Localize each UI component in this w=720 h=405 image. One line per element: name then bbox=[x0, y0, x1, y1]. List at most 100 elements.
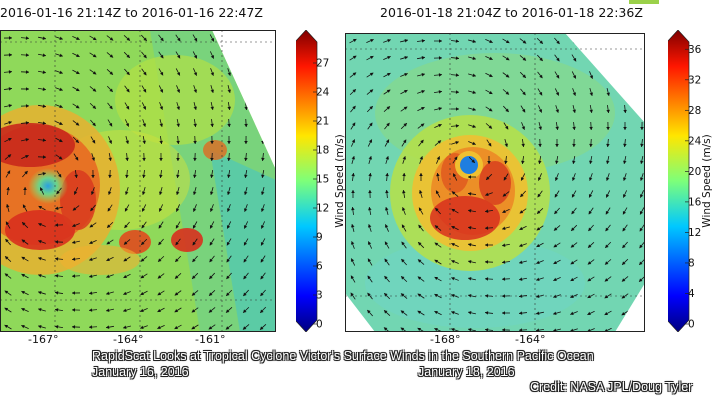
wind-arrow bbox=[89, 52, 97, 58]
wind-arrow bbox=[587, 241, 595, 249]
wind-arrow bbox=[159, 152, 163, 162]
wind-arrow bbox=[4, 324, 12, 330]
wind-arrow bbox=[553, 242, 561, 248]
wind-arrow bbox=[261, 68, 265, 76]
wind-arrow bbox=[417, 89, 425, 94]
wind-arrow bbox=[485, 39, 493, 44]
wind-arrow bbox=[503, 105, 509, 113]
lon-label: -164° bbox=[515, 333, 546, 346]
wind-arrow bbox=[89, 35, 97, 41]
wind-arrow bbox=[402, 189, 406, 199]
wind-arrow bbox=[260, 238, 266, 246]
wind-arrow bbox=[485, 123, 493, 129]
wind-arrow bbox=[3, 87, 13, 91]
wind-arrow bbox=[210, 85, 215, 93]
wind-arrow bbox=[174, 307, 182, 313]
wind-arrow bbox=[450, 39, 460, 43]
wind-arrow bbox=[140, 273, 148, 279]
wind-arrow bbox=[521, 155, 525, 165]
wind-arrow bbox=[4, 154, 12, 160]
wind-arrow bbox=[572, 138, 576, 148]
wind-arrow bbox=[37, 53, 47, 57]
wind-arrow bbox=[159, 102, 164, 110]
wind-arrow bbox=[537, 190, 543, 198]
wind-arrow bbox=[125, 169, 129, 179]
wind-arrow bbox=[553, 259, 561, 265]
wind-arrow bbox=[450, 56, 460, 60]
wind-arrow bbox=[468, 39, 476, 44]
wind-arrow bbox=[401, 207, 406, 215]
wind-arrow bbox=[451, 327, 459, 332]
wind-arrow bbox=[468, 141, 476, 146]
colorbar-tick-label: 8 bbox=[688, 257, 695, 269]
wind-arrow bbox=[158, 51, 164, 59]
colorbar-tick-label: 0 bbox=[688, 319, 695, 331]
wind-arrow bbox=[157, 324, 165, 330]
colorbar-tick-label: 12 bbox=[688, 227, 701, 239]
wind-arrow bbox=[401, 241, 407, 249]
wind-arrow bbox=[589, 138, 593, 148]
wind-arrow bbox=[486, 139, 492, 147]
wind-arrow bbox=[5, 221, 11, 229]
wind-arrow bbox=[208, 272, 216, 280]
wind-arrow bbox=[140, 308, 148, 313]
wind-arrow bbox=[623, 138, 627, 148]
wind-arrow bbox=[158, 187, 163, 195]
wind-arrow bbox=[418, 224, 424, 232]
wind-arrow bbox=[74, 169, 78, 179]
wind-arrow bbox=[142, 169, 146, 179]
wind-arrow bbox=[484, 209, 494, 213]
wind-arrow bbox=[56, 170, 62, 178]
wind-arrow bbox=[401, 224, 407, 232]
wind-arrow bbox=[434, 293, 442, 299]
wind-arrow bbox=[192, 34, 198, 42]
wind-arrow bbox=[640, 104, 644, 114]
wind-arrow bbox=[21, 138, 29, 142]
accent-bar bbox=[629, 0, 659, 4]
wind-arrow bbox=[519, 243, 527, 248]
wind-arrow bbox=[159, 169, 163, 179]
wind-arrow bbox=[175, 221, 181, 229]
wind-arrow bbox=[572, 105, 576, 113]
wind-arrow bbox=[520, 105, 526, 113]
wind-arrow bbox=[176, 119, 180, 127]
wind-arrow bbox=[468, 175, 476, 179]
wind-arrow bbox=[451, 276, 459, 281]
wind-arrow bbox=[434, 39, 442, 43]
wind-arrow bbox=[38, 36, 46, 40]
wind-arrow bbox=[623, 122, 627, 130]
wind-arrow bbox=[261, 152, 265, 162]
wind-arrow bbox=[73, 187, 79, 195]
wind-arrow bbox=[451, 259, 459, 264]
wind-arrow bbox=[604, 241, 612, 249]
wind-arrow bbox=[71, 325, 81, 329]
colorbar-tick-label: 28 bbox=[688, 105, 701, 117]
wind-map-right bbox=[345, 33, 645, 332]
wind-arrow bbox=[349, 38, 357, 44]
wind-arrow bbox=[468, 277, 476, 281]
wind-arrow bbox=[260, 204, 265, 212]
wind-arrow bbox=[227, 169, 231, 179]
wind-arrow bbox=[351, 156, 356, 164]
colorbar-tick-label: 12 bbox=[316, 203, 329, 215]
wind-arrow bbox=[433, 73, 443, 77]
wind-arrow bbox=[90, 136, 96, 144]
wind-arrow bbox=[37, 70, 47, 74]
wind-arrow bbox=[605, 190, 611, 198]
wind-arrow bbox=[89, 274, 97, 278]
wind-arrow bbox=[623, 156, 627, 164]
wind-arrow bbox=[261, 101, 265, 111]
colorbar-left-label: Wind Speed (m/s) bbox=[334, 134, 346, 227]
wind-arrow bbox=[487, 156, 491, 164]
wind-arrow bbox=[37, 87, 47, 91]
wind-map-left bbox=[0, 30, 276, 332]
wind-arrow bbox=[192, 51, 198, 59]
wind-arrow bbox=[604, 276, 612, 282]
wind-arrow bbox=[419, 156, 424, 164]
wind-arrow bbox=[226, 238, 232, 246]
wind-arrow bbox=[157, 307, 165, 313]
wind-arrow bbox=[434, 140, 442, 146]
wind-arrow bbox=[157, 255, 165, 263]
wind-arrow bbox=[193, 135, 197, 145]
wind-arrow bbox=[385, 189, 389, 199]
